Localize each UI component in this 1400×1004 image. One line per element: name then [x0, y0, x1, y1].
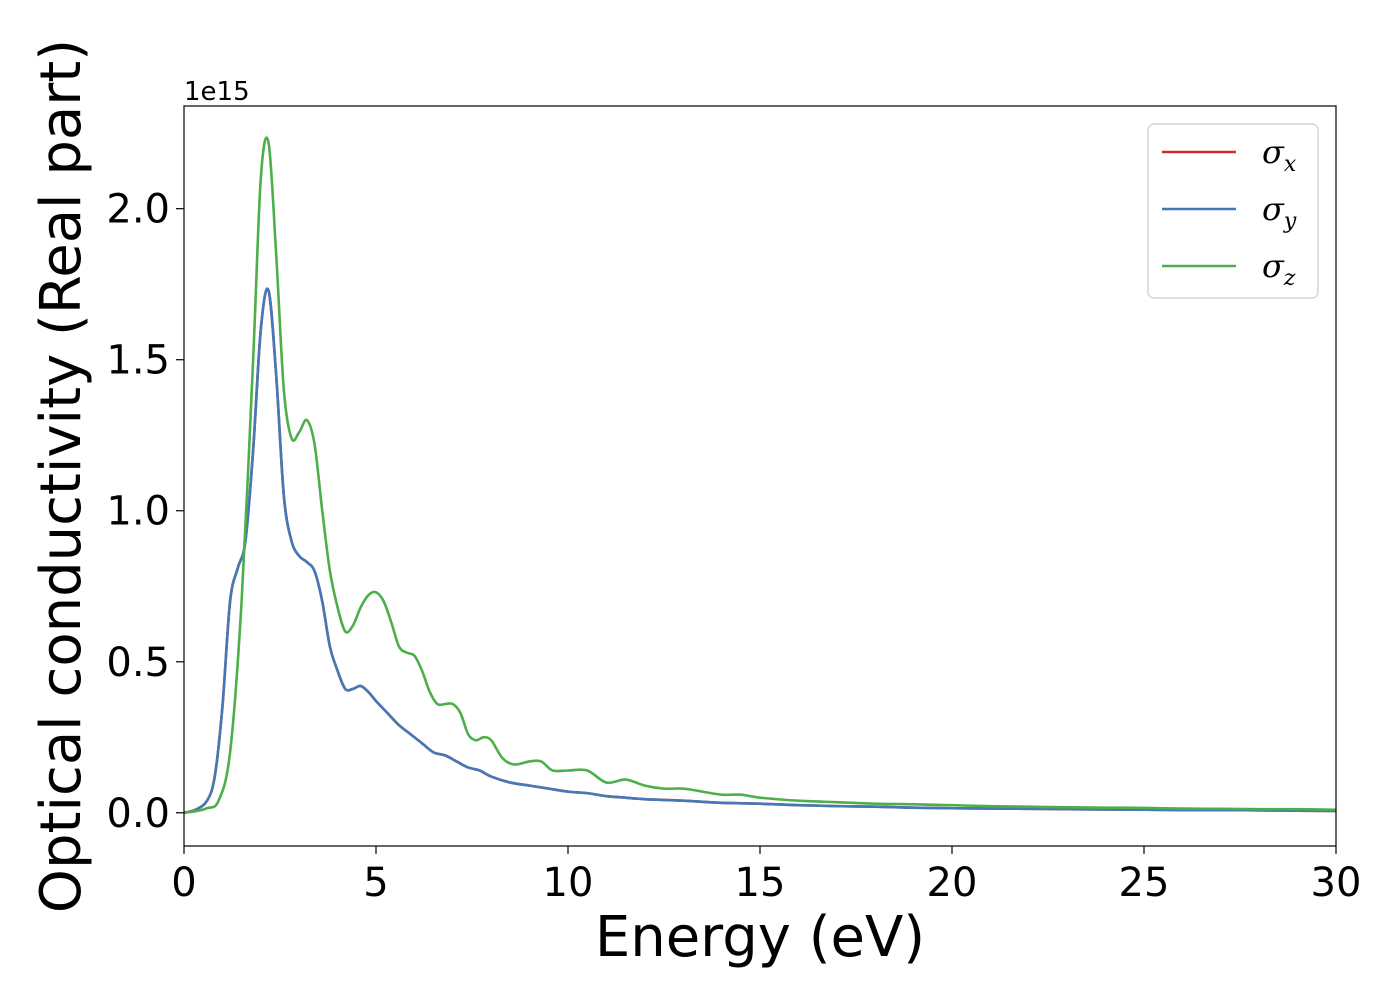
y-tick-label: 2.0 [106, 187, 170, 233]
x-tick-label: 20 [927, 860, 978, 906]
legend: σx σy σz [1147, 123, 1319, 299]
x-axis-label: Energy (eV) [595, 905, 925, 970]
x-axis-ticks: 0 5 10 15 20 25 30 [171, 846, 1361, 906]
x-tick-label: 5 [363, 860, 388, 906]
y-axis-label: Optical conductivity (Real part) [29, 39, 94, 913]
y-tick-label: 0.5 [106, 640, 170, 686]
y-tick-label: 0.0 [106, 791, 170, 837]
y-tick-label: 1.0 [106, 489, 170, 535]
series-line-y [183, 287, 1337, 815]
legend-box [1147, 123, 1319, 299]
legend-label-y: σy [1262, 190, 1297, 234]
y-tick-label: 1.5 [106, 338, 170, 384]
x-tick-label: 0 [171, 860, 196, 906]
x-tick-label: 25 [1119, 860, 1170, 906]
series-line-x [183, 287, 1337, 815]
y-axis-ticks: 0.0 0.5 1.0 1.5 2.0 [106, 187, 184, 837]
legend-label-z: σz [1262, 247, 1296, 291]
y-offset-label: 1e15 [184, 77, 250, 107]
x-tick-label: 10 [543, 860, 594, 906]
x-tick-label: 15 [735, 860, 786, 906]
series-line-z [183, 136, 1337, 815]
legend-label-x: σx [1262, 133, 1297, 177]
series-layer [183, 136, 1337, 815]
x-tick-label: 30 [1311, 860, 1362, 906]
